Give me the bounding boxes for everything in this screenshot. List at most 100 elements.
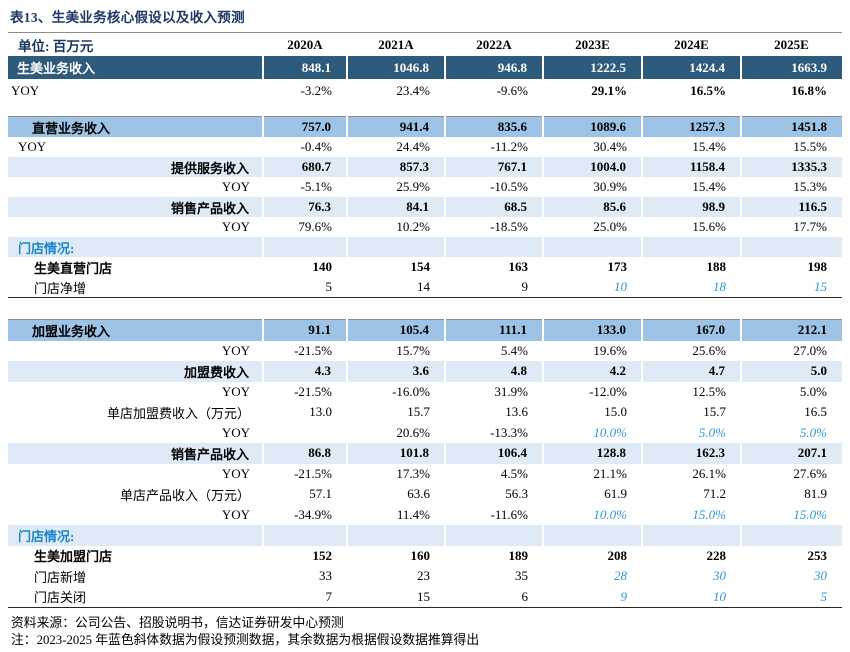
value-cell: -34.9% — [294, 506, 332, 522]
value-cell: 57.1 — [309, 486, 332, 502]
value-cell: 56.3 — [505, 486, 528, 502]
value-cell: 23.4% — [396, 82, 430, 98]
table-row: 单店加盟费收入（万元） 13.0 15.7 13.6 15.0 15.7 16.5 — [8, 402, 842, 423]
value-cell: 1335.3 — [740, 157, 842, 177]
table-title: 表13、生美业务核心假设以及收入预测 — [10, 10, 245, 25]
value-cell: 71.2 — [703, 486, 726, 502]
value-cell: 25.0% — [593, 219, 627, 234]
value-cell: 9 — [521, 279, 529, 294]
value-cell: 24.4% — [396, 139, 430, 154]
value-cell: 15.7 — [703, 404, 726, 420]
value-cell: 154 — [410, 259, 431, 274]
value-cell: 13.6 — [505, 404, 528, 420]
table-row: YOY -0.4% 24.4% -11.2% 30.4% 15.4% 15.5% — [8, 137, 842, 157]
value-cell: 15.7% — [396, 342, 430, 358]
value-cell: 17.7% — [793, 219, 827, 234]
value-cell: 18 — [713, 279, 726, 294]
year-column-header: 2025E — [774, 36, 809, 52]
row-label: YOY — [221, 342, 250, 358]
value-cell: 15 — [814, 279, 827, 294]
row-label: 生美业务收入 — [8, 56, 263, 79]
value-cell: 16.5 — [804, 404, 827, 420]
value-cell — [641, 525, 741, 546]
table-row: YOY -21.5% 15.7% 5.4% 19.6% 25.6% 27.0% — [8, 341, 842, 362]
value-cell: 207.1 — [740, 443, 842, 464]
value-cell: 33 — [319, 568, 332, 584]
value-cell: -21.5% — [294, 342, 332, 358]
value-cell: 208 — [607, 547, 628, 563]
table-row: 生美直营门店 140 154 163 173 188 198 — [8, 257, 842, 277]
table-row: 单店产品收入（万元） 57.1 63.6 56.3 61.9 71.2 81.9 — [8, 484, 842, 505]
table-row: 生美业务收入 848.1 1046.8 946.8 1222.5 1424.4 1663.9 — [8, 56, 842, 79]
value-cell: 15.7 — [407, 404, 430, 420]
table-row: 提供服务收入 680.7 857.3 767.1 1004.0 1158.4 1335.3 — [8, 157, 842, 177]
year-column-header: 2024E — [674, 36, 709, 52]
table-row: YOY -21.5% 17.3% 4.5% 21.1% 26.1% 27.6% — [8, 464, 842, 485]
value-cell: 26.1% — [692, 465, 726, 481]
value-cell: 101.8 — [346, 443, 445, 464]
value-cell — [262, 237, 347, 257]
value-cell — [740, 525, 842, 546]
value-cell — [641, 237, 741, 257]
table-row: 门店情况: — [8, 525, 842, 546]
value-cell: -10.5% — [490, 179, 528, 194]
table-row: 销售产品收入 76.3 84.1 68.5 85.6 98.9 116.5 — [8, 197, 842, 217]
value-cell: 4.7 — [641, 361, 741, 382]
value-cell: 30.9% — [593, 179, 627, 194]
year-column-header: 2021A — [378, 36, 414, 52]
value-cell: 7 — [325, 588, 333, 604]
value-cell: 13.0 — [309, 404, 332, 420]
row-label: 门店关闭 — [34, 590, 87, 606]
value-cell: -12.0% — [589, 383, 627, 399]
row-label: 生美加盟门店 — [34, 549, 113, 565]
value-cell: 85.6 — [542, 197, 642, 217]
value-cell: 835.6 — [444, 116, 543, 137]
value-cell: 15.3% — [793, 179, 827, 194]
value-cell: 106.4 — [444, 443, 543, 464]
value-cell: 28 — [614, 568, 627, 584]
table-row: 直营业务收入 757.0 941.4 835.6 1089.6 1257.3 1451.8 — [8, 116, 842, 137]
value-cell: 212.1 — [740, 319, 842, 341]
value-cell: 4.3 — [262, 361, 347, 382]
value-cell: 15.0 — [604, 404, 627, 420]
value-cell — [263, 423, 347, 444]
value-cell: 1222.5 — [542, 56, 642, 79]
value-cell: 76.3 — [262, 197, 347, 217]
value-cell: 79.6% — [298, 219, 332, 234]
value-cell: 116.5 — [740, 197, 842, 217]
value-cell: -11.2% — [490, 139, 528, 154]
unit-header: 单位: 百万元 — [18, 38, 94, 54]
value-cell: 23 — [417, 568, 430, 584]
value-cell: 17.3% — [396, 465, 430, 481]
value-cell: 3.6 — [346, 361, 445, 382]
value-cell — [542, 525, 642, 546]
value-cell: 1046.8 — [346, 56, 445, 79]
value-cell: 16.5% — [690, 82, 726, 98]
value-cell: 228 — [706, 547, 727, 563]
row-label: 门店净增 — [34, 280, 87, 296]
value-cell: 253 — [807, 547, 828, 563]
source-note: 资料来源：公司公告、招股说明书，信达证券研发中心预测 — [11, 616, 344, 630]
value-cell: 167.0 — [641, 319, 741, 341]
row-label: YOY — [221, 424, 250, 440]
value-cell: 5.0% — [698, 424, 726, 440]
value-cell: 1158.4 — [641, 157, 741, 177]
value-cell: 21.1% — [593, 465, 627, 481]
value-cell: 1424.4 — [641, 56, 741, 79]
value-cell: 11.4% — [396, 506, 430, 522]
value-cell: 111.1 — [444, 319, 543, 341]
value-cell: 4.8 — [444, 361, 543, 382]
table-row: YOY 79.6% 10.2% -18.5% 25.0% 15.6% 17.7% — [8, 217, 842, 237]
value-cell: 15.0% — [692, 506, 726, 522]
header-row: 单位: 百万元 2020A 2021A 2022A 2023E 2024E 2025E — [8, 33, 842, 57]
value-cell: 29.1% — [591, 82, 627, 98]
row-label: 直营业务收入 — [8, 116, 263, 137]
table-row: 门店关闭 7 15 6 9 10 5 — [8, 587, 842, 608]
value-cell: 86.8 — [262, 443, 347, 464]
table-section-direct: 直营业务收入 757.0 941.4 835.6 1089.6 1257.3 1451.8 Y… — [8, 116, 842, 298]
value-cell: 15 — [417, 588, 430, 604]
value-cell: 12.5% — [692, 383, 726, 399]
row-label: 单店产品收入（万元） — [119, 487, 250, 503]
value-cell: 1089.6 — [542, 116, 642, 137]
value-cell: 10.0% — [593, 424, 627, 440]
